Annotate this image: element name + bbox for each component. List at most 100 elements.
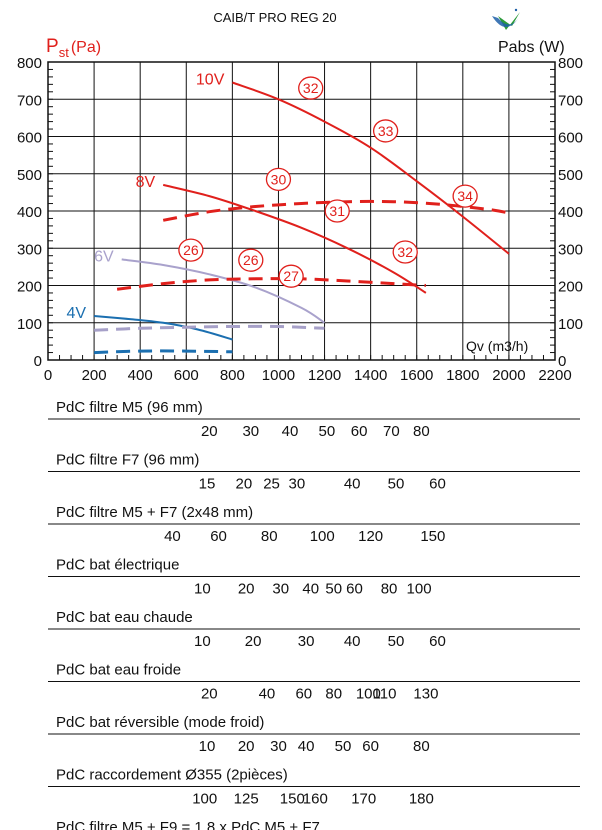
x-tick-label: 1400 xyxy=(354,367,387,384)
y-tick-label-left: 100 xyxy=(17,316,42,333)
y-tick-label-left: 500 xyxy=(17,167,42,184)
circle-marker-value: 31 xyxy=(329,203,345,219)
scale-tick-label: 120 xyxy=(358,528,383,545)
circle-marker: 34 xyxy=(452,184,478,208)
scale-tick-label: 30 xyxy=(242,423,259,440)
chart-grid xyxy=(47,61,556,361)
pressure-curve-8V xyxy=(162,183,427,294)
power-curve-7 xyxy=(94,349,233,355)
circle-marker-value: 32 xyxy=(303,80,319,96)
scale-tick-label: 70 xyxy=(383,423,400,440)
circle-marker-ring xyxy=(324,199,350,223)
circle-marker: 26 xyxy=(238,248,264,272)
scale-tick-label: 40 xyxy=(164,528,181,545)
axis-ticks: 0 200 400 600 800 1000 1200 1400 1600 1800 2000 220… xyxy=(17,55,583,384)
scale-tick-label: 50 xyxy=(325,581,342,598)
scale-tick-label: 40 xyxy=(282,423,299,440)
power-curve-5 xyxy=(116,277,426,291)
circle-marker-ring xyxy=(238,248,264,272)
x-tick-label: 800 xyxy=(220,367,245,384)
scale-tick-label: 160 xyxy=(303,791,328,808)
scale-tick-label: 10 xyxy=(199,738,216,755)
circle-marker-value: 33 xyxy=(378,123,394,139)
scale-label: PdC filtre M5 + F7 (2x48 mm) xyxy=(56,504,253,521)
y-tick-label-right: 800 xyxy=(558,55,583,72)
scale-tick-label: 170 xyxy=(351,791,376,808)
circle-marker-ring xyxy=(452,184,478,208)
chart-curves: 10V 8V 6V 4V xyxy=(67,71,510,355)
circle-marker: 32 xyxy=(298,76,324,100)
y-tick-label-right: 700 xyxy=(558,92,583,109)
scale-tick-label: 30 xyxy=(272,581,289,598)
scale-tick-label: 80 xyxy=(413,738,430,755)
circle-marker-value: 26 xyxy=(183,242,199,258)
circle-marker-ring xyxy=(278,264,304,288)
pressure-drop-scales: PdC filtre M5 (96 mm) 20 30 40 50 60 70 80 PdC f… xyxy=(48,399,580,830)
scale-tick-label: 10 xyxy=(194,581,211,598)
x-axis-label: Qv (m3/h) xyxy=(466,338,528,354)
scale-tick-label: 10 xyxy=(194,633,211,650)
scale-tick-label: 60 xyxy=(210,528,227,545)
scale-tick-label: 80 xyxy=(261,528,278,545)
circle-marker-value: 30 xyxy=(271,171,287,187)
y-axis-right-label: Pabs (W) xyxy=(498,39,565,56)
circle-marker-ring xyxy=(298,76,324,100)
scale-tick-label: 100 xyxy=(356,686,381,703)
scale-tick-label: 110 xyxy=(373,686,397,703)
y-tick-label-left: 700 xyxy=(17,92,42,109)
scale-tick-label: 20 xyxy=(201,423,218,440)
scale-tick-label: 60 xyxy=(429,476,446,493)
scale-tick-label: 50 xyxy=(388,633,405,650)
x-tick-label: 2000 xyxy=(492,367,525,384)
circle-marker-value: 34 xyxy=(457,188,473,204)
scale-tick-label: 100 xyxy=(310,528,335,545)
scale-label: PdC bat électrique xyxy=(56,557,179,574)
scale-tick-label: 60 xyxy=(351,423,368,440)
scale-tick-label: 60 xyxy=(362,738,379,755)
scale-tick-label: 30 xyxy=(289,476,306,493)
circle-marker: 33 xyxy=(372,119,399,143)
circle-marker-ring xyxy=(372,119,399,143)
y-tick-label-right: 300 xyxy=(558,241,583,258)
scale-tick-label: 20 xyxy=(201,686,218,703)
power-curve-6 xyxy=(94,324,325,332)
x-tick-label: 1200 xyxy=(308,367,341,384)
scale-tick-label: 50 xyxy=(335,738,352,755)
circle-marker-value: 27 xyxy=(283,268,299,284)
scale-tick-label: 15 xyxy=(199,476,216,493)
y-tick-label-right: 600 xyxy=(558,130,583,147)
y-tick-label-left: 800 xyxy=(17,55,42,72)
scale-tick-label: 40 xyxy=(344,633,361,650)
circle-marker-value: 32 xyxy=(397,244,413,260)
x-tick-label: 0 xyxy=(44,367,52,384)
scale-tick-label: 100 xyxy=(192,791,217,808)
chart-title: CAIB/T PRO REG 20 xyxy=(213,10,336,25)
scale-tick-label: 80 xyxy=(413,423,430,440)
scale-tick-label: 20 xyxy=(236,476,253,493)
circle-marker-ring xyxy=(178,238,204,262)
y-tick-label-right: 200 xyxy=(558,279,583,296)
scale-tick-label: 100 xyxy=(407,581,432,598)
scale-tick-label: 60 xyxy=(429,633,446,650)
chart-markers: 32 33 30 31 34 26 26 27 32 xyxy=(178,76,478,288)
x-tick-label: 1600 xyxy=(400,367,433,384)
y-tick-label-left: 0 xyxy=(34,353,42,370)
series-label-4V: 4V xyxy=(67,305,87,322)
scale-tick-label: 60 xyxy=(295,686,312,703)
circle-marker: 26 xyxy=(178,238,204,262)
scale-tick-label: 80 xyxy=(381,581,398,598)
scale-tick-label: 40 xyxy=(344,476,361,493)
scale-tick-label: 130 xyxy=(413,686,438,703)
scale-tick-label: 125 xyxy=(234,791,259,808)
scale-label: PdC bat eau chaude xyxy=(56,609,193,626)
scale-tick-label: 20 xyxy=(238,581,255,598)
scale-tick-label: 150 xyxy=(280,791,305,808)
scale-tick-label: 150 xyxy=(420,528,445,545)
y-tick-label-left: 200 xyxy=(17,279,42,296)
circle-marker: 30 xyxy=(265,167,292,191)
scale-tick-label: 50 xyxy=(319,423,336,440)
scale-tick-label: 40 xyxy=(302,581,319,598)
scale-label: PdC filtre M5 (96 mm) xyxy=(56,399,203,416)
x-tick-label: 600 xyxy=(174,367,199,384)
power-curve-4 xyxy=(162,199,510,222)
